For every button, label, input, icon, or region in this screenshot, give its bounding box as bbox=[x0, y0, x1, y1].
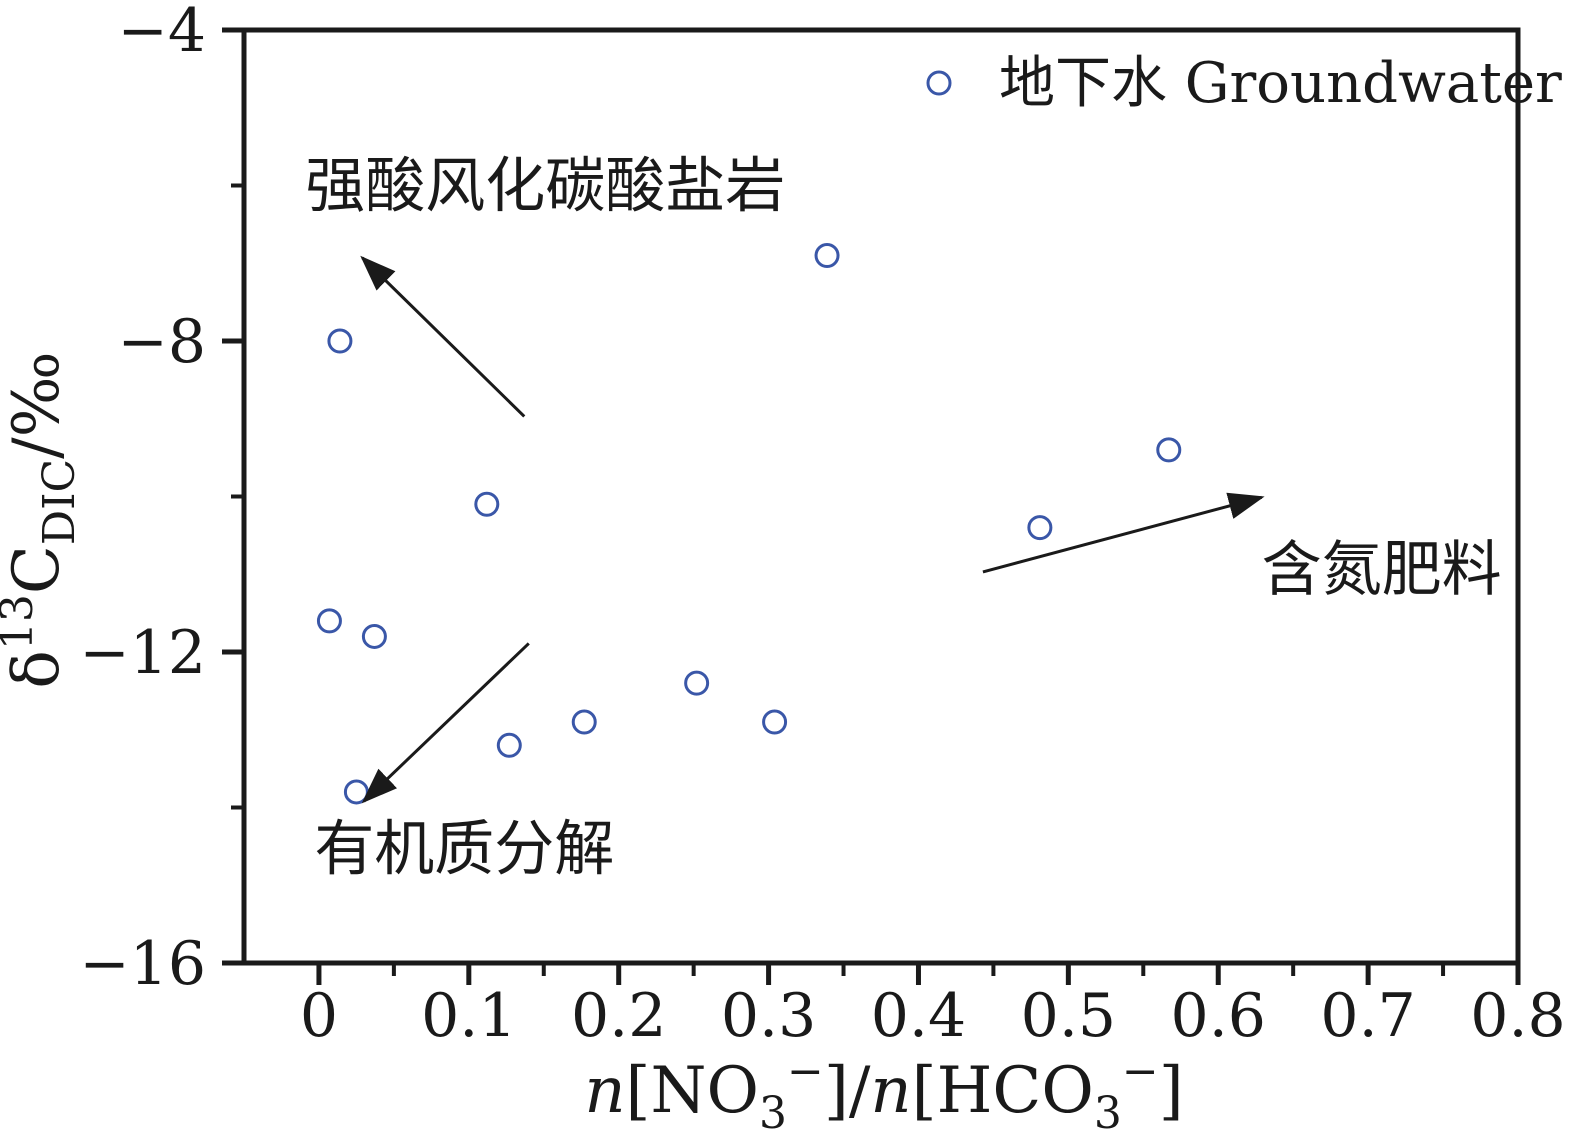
y-axis-title: δ13CDIC/‰ bbox=[0, 351, 85, 688]
data-point bbox=[1027, 515, 1053, 541]
annotation-arrow bbox=[361, 642, 530, 804]
data-point bbox=[316, 608, 342, 634]
y-tick-label: −8 bbox=[118, 307, 206, 377]
data-point bbox=[361, 623, 387, 649]
data-points bbox=[316, 242, 1182, 805]
x-tick-label: 0.2 bbox=[571, 981, 666, 1051]
data-point bbox=[496, 732, 522, 758]
annotation-label: 有机质分解 bbox=[314, 815, 614, 885]
data-point bbox=[762, 709, 788, 735]
y-tick-label: −16 bbox=[79, 929, 206, 999]
annotation-arrow bbox=[982, 492, 1265, 574]
data-point bbox=[571, 709, 597, 735]
x-axis-title: n[NO3−]/n[HCO3−] bbox=[584, 1046, 1183, 1139]
legend-marker-circle bbox=[926, 70, 952, 96]
data-point bbox=[684, 670, 710, 696]
x-tick-label: 0 bbox=[300, 981, 338, 1051]
data-point bbox=[474, 491, 500, 517]
x-tick-label: 0.6 bbox=[1171, 981, 1266, 1051]
x-tick-label: 0.1 bbox=[421, 981, 516, 1051]
x-tick-label: 0.5 bbox=[1021, 981, 1116, 1051]
y-tick-label: −12 bbox=[79, 618, 206, 688]
annotation-label: 强酸风化碳酸盐岩 bbox=[305, 152, 785, 222]
x-tick-label: 0.8 bbox=[1470, 981, 1565, 1051]
x-tick-label: 0.7 bbox=[1320, 981, 1415, 1051]
annotation-label: 含氮肥料 bbox=[1262, 535, 1502, 605]
data-point bbox=[814, 242, 840, 268]
data-point bbox=[1156, 437, 1182, 463]
axis-titles: n[NO3−]/n[HCO3−] δ13CDIC/‰ bbox=[0, 351, 1184, 1139]
x-tick-label: 0.3 bbox=[721, 981, 816, 1051]
legend-label: 地下水 Groundwater bbox=[999, 51, 1562, 116]
data-point bbox=[327, 328, 353, 354]
legend: 地下水 Groundwater bbox=[926, 51, 1562, 116]
x-tick-label: 0.4 bbox=[871, 981, 966, 1051]
y-tick-label: −4 bbox=[118, 0, 206, 66]
axis-ticks: 0 0.1 0.2 0.3 0.4 0.5 0.6 0.7 0.8 −4 −8 −12 −16 bbox=[79, 0, 1565, 1051]
annotation-arrow bbox=[360, 255, 526, 418]
